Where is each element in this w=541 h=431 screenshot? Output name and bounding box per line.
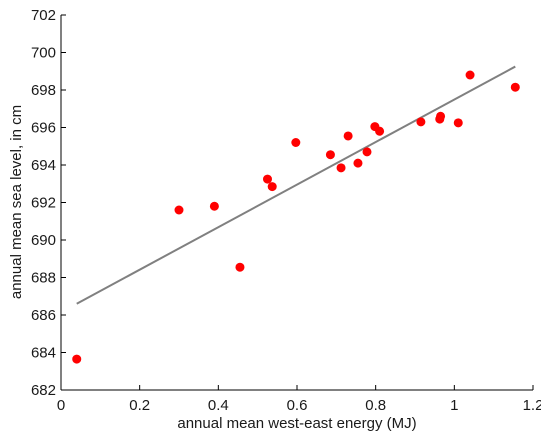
data-point bbox=[416, 117, 426, 127]
y-tick-label: 688 bbox=[31, 270, 56, 287]
data-point bbox=[325, 150, 335, 160]
y-tick-label: 686 bbox=[31, 307, 56, 324]
axes: 0 0.2 0.4 0.6 0.8 1 1.2 682 684 686 688 690 692 694 69… bbox=[31, 7, 541, 414]
data-point bbox=[353, 158, 363, 168]
y-tick-label: 698 bbox=[31, 82, 56, 99]
x-tick-label: 0 bbox=[57, 397, 65, 414]
y-tick-label: 700 bbox=[31, 45, 56, 62]
data-point bbox=[291, 138, 301, 147]
y-axis-label: annual mean sea level, in cm bbox=[8, 105, 25, 299]
x-tick-label: 1.2 bbox=[523, 397, 541, 414]
data-point bbox=[72, 354, 82, 364]
y-tick-label: 682 bbox=[31, 382, 56, 399]
y-tick-label: 696 bbox=[31, 120, 56, 137]
data-points bbox=[72, 70, 520, 364]
data-point bbox=[436, 111, 446, 121]
y-tick-label: 692 bbox=[31, 195, 56, 212]
data-point bbox=[375, 126, 385, 136]
fit-line-group bbox=[76, 65, 516, 305]
data-point bbox=[209, 201, 219, 211]
x-tick-label: 0.6 bbox=[287, 397, 308, 414]
data-point bbox=[235, 262, 245, 272]
plot-area bbox=[61, 15, 533, 390]
data-point bbox=[453, 118, 463, 128]
x-tick-label: 0.2 bbox=[129, 397, 150, 414]
data-point bbox=[510, 82, 520, 92]
y-tick-label: 702 bbox=[31, 7, 56, 24]
y-tick-label: 694 bbox=[31, 157, 56, 174]
x-axis-label: annual mean west-east energy (MJ) bbox=[177, 415, 416, 431]
y-tick-label: 684 bbox=[31, 345, 56, 362]
data-point bbox=[343, 131, 353, 141]
data-point bbox=[174, 205, 184, 215]
data-point bbox=[336, 163, 346, 173]
data-point bbox=[263, 174, 272, 184]
x-tick-label: 1 bbox=[450, 397, 458, 414]
data-point bbox=[362, 147, 372, 157]
data-point bbox=[267, 182, 277, 192]
x-tick-label: 0.8 bbox=[365, 397, 386, 414]
y-tick-label: 690 bbox=[31, 232, 56, 249]
data-point bbox=[465, 70, 475, 80]
x-tick-label: 0.4 bbox=[208, 397, 229, 414]
fit-line bbox=[76, 65, 516, 305]
